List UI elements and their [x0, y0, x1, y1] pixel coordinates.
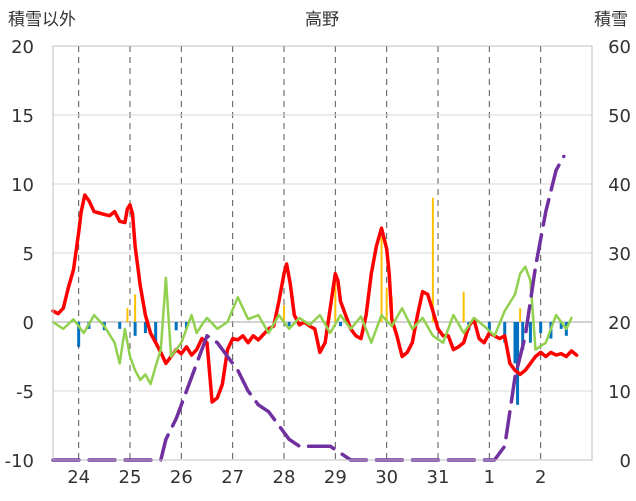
- snow_change-bar: [513, 322, 517, 364]
- snow_change-bar: [118, 322, 122, 329]
- y-left-tick-label: -5: [16, 382, 34, 403]
- precipitation-bar: [283, 305, 285, 322]
- precipitation-bar: [519, 308, 522, 322]
- x-tick-label: 2: [535, 467, 546, 488]
- x-tick-label: 28: [273, 467, 296, 488]
- line-series: [51, 154, 579, 462]
- snow_change-bar: [521, 322, 525, 350]
- left-axis-title: 積雪以外: [8, 10, 76, 30]
- y-right-tick-label: 60: [608, 37, 631, 58]
- x-tick-label: 1: [484, 467, 495, 488]
- axis-ticks: 24 25 26 27 28 29 30 31 1 220151050-5-10605040302…: [5, 37, 631, 488]
- precipitation-bar: [134, 294, 137, 322]
- x-tick-label: 24: [67, 467, 90, 488]
- y-left-tick-label: 20: [11, 37, 34, 58]
- chart-title: 高野: [305, 10, 339, 30]
- snow_change-bar: [133, 322, 137, 336]
- snow_change-bar: [528, 322, 532, 343]
- y-right-tick-label: 40: [608, 175, 631, 196]
- snow_change-bar: [77, 322, 81, 347]
- x-tick-label: 30: [375, 467, 398, 488]
- x-tick-label: 29: [324, 467, 347, 488]
- precipitation-bar: [380, 236, 383, 322]
- y-right-tick-label: 20: [608, 313, 631, 334]
- snow_change-bar: [559, 322, 563, 329]
- y-right-tick-label: 10: [608, 382, 631, 403]
- y-right-tick-label: 50: [608, 106, 631, 127]
- x-tick-label: 26: [170, 467, 193, 488]
- precipitation-bar: [462, 291, 465, 322]
- y-left-tick-label: 5: [23, 244, 34, 265]
- x-tick-label: 25: [119, 467, 142, 488]
- temperature-line: [51, 193, 579, 404]
- precipitation-bar: [126, 308, 129, 322]
- snow_change-bar: [287, 322, 291, 327]
- snow_change-bar: [174, 322, 178, 331]
- y-right-tick-label: 30: [608, 244, 631, 265]
- snow_change-bar: [338, 322, 342, 327]
- y-left-tick-label: 10: [11, 175, 34, 196]
- bar-series: [77, 197, 568, 405]
- y-left-tick-label: -10: [5, 451, 34, 472]
- precipitation-bar: [334, 283, 337, 322]
- right-axis-title: 積雪: [594, 10, 628, 30]
- humidity_change-line: [51, 265, 573, 386]
- snow_change-bar: [503, 322, 507, 343]
- plot-area: [52, 45, 593, 461]
- snow_change-bar: [143, 322, 147, 334]
- y-left-tick-label: 15: [11, 106, 34, 127]
- snow_depth-line: [51, 154, 566, 462]
- snow_change-bar: [539, 322, 543, 334]
- y-right-tick-label: 0: [620, 451, 631, 472]
- snow_change-bar: [154, 322, 158, 343]
- x-tick-label: 27: [221, 467, 244, 488]
- y-left-tick-label: 0: [23, 313, 34, 334]
- precipitation-bar: [385, 287, 388, 322]
- x-tick-label: 31: [427, 467, 450, 488]
- snow_change-bar: [487, 322, 491, 334]
- precipitation-bar: [431, 197, 434, 322]
